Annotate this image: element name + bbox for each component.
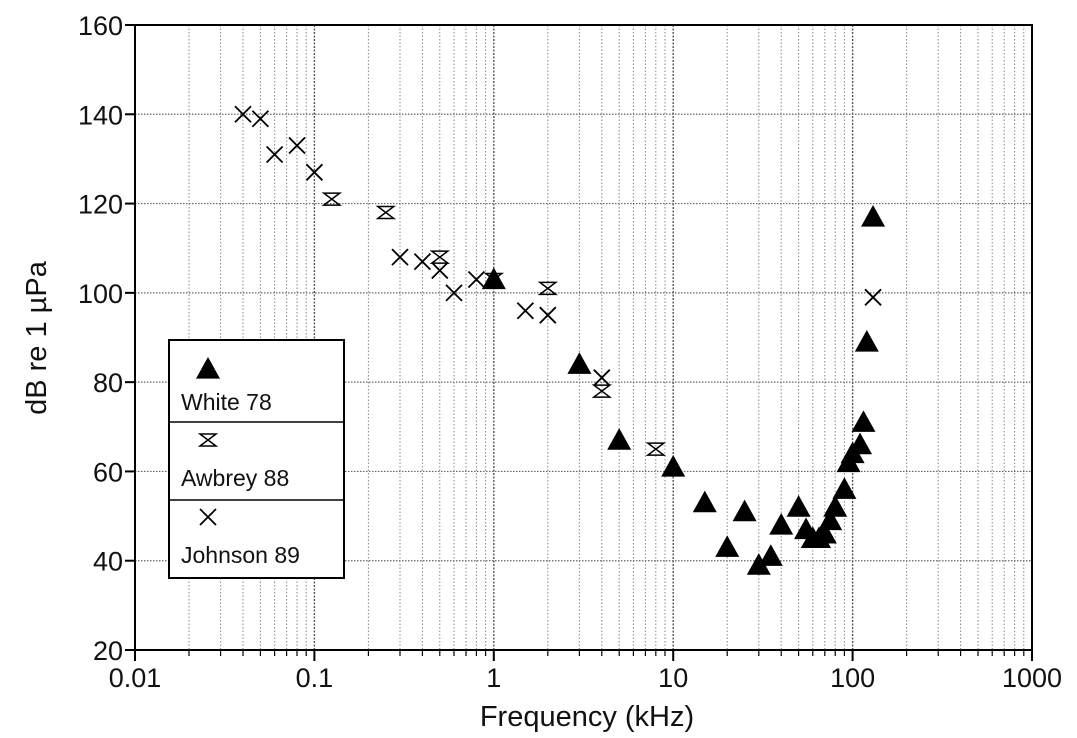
data-point	[481, 267, 506, 290]
data-point	[413, 252, 432, 271]
data-point	[234, 105, 252, 123]
y-tick-label: 20	[93, 636, 123, 666]
data-point	[539, 306, 557, 324]
x-tick-label: 0.01	[109, 663, 162, 693]
legend-marker-triangle-icon	[196, 357, 220, 379]
x-tick-label: 100	[830, 663, 875, 693]
x-tick-label: 1	[486, 663, 501, 693]
data-point	[391, 248, 409, 266]
data-point	[591, 384, 613, 398]
x-tick-label: 1000	[1002, 663, 1062, 693]
data-point	[321, 192, 343, 206]
y-tick-label: 140	[78, 100, 123, 130]
legend-marker-hourglass-icon	[197, 433, 219, 447]
data-point	[516, 302, 535, 320]
data-point	[769, 513, 794, 535]
y-tick-label: 160	[78, 11, 123, 41]
legend-marker-x-icon	[199, 508, 217, 526]
data-point	[431, 261, 449, 280]
data-point	[645, 442, 667, 456]
data-point	[832, 477, 857, 499]
y-tick-label: 80	[93, 368, 123, 398]
data-point	[288, 136, 306, 155]
ticks: 20 40 60 80 100 120 140 160 0.01 0.1 1 10 100 1000	[78, 11, 1062, 693]
data-point	[537, 281, 559, 296]
y-axis-title: dB re 1 µPa	[21, 260, 53, 415]
data-point	[265, 145, 284, 164]
data-points	[234, 105, 886, 575]
plot-frame	[134, 24, 1033, 651]
data-point	[607, 428, 632, 450]
data-point	[305, 163, 324, 181]
x-tick-label: 0.1	[296, 663, 334, 693]
data-point	[848, 432, 873, 455]
data-point	[661, 454, 686, 477]
legend: White 78 Awbrey 88 Johnson 89	[168, 339, 345, 579]
data-point	[732, 499, 757, 522]
data-point	[375, 205, 397, 220]
data-point	[593, 369, 611, 387]
data-point	[864, 288, 882, 306]
legend-label-awbrey-88: Awbrey 88	[181, 465, 289, 491]
x-axis-title: Frequency (kHz)	[480, 701, 694, 733]
data-point	[851, 410, 876, 432]
y-tick-label: 120	[78, 190, 123, 220]
x-tick-label: 10	[658, 663, 688, 693]
legend-label-johnson-89: Johnson 89	[181, 542, 300, 568]
data-point	[445, 284, 463, 302]
legend-label-white-78: White 78	[181, 389, 272, 415]
data-point	[786, 495, 811, 517]
y-tick-label: 40	[93, 547, 123, 577]
data-point	[758, 544, 783, 566]
y-tick-label: 100	[78, 279, 123, 309]
data-point	[467, 270, 486, 289]
data-point	[861, 204, 886, 227]
y-tick-label: 60	[93, 457, 123, 487]
legend-box	[168, 339, 345, 579]
data-point	[854, 329, 879, 352]
data-point	[818, 508, 843, 531]
data-point	[251, 110, 270, 128]
data-point	[823, 495, 848, 517]
data-point	[812, 521, 837, 544]
data-point	[567, 352, 592, 374]
data-point	[746, 553, 771, 575]
grid	[135, 25, 1032, 650]
data-point	[715, 535, 740, 557]
data-point	[692, 490, 717, 513]
